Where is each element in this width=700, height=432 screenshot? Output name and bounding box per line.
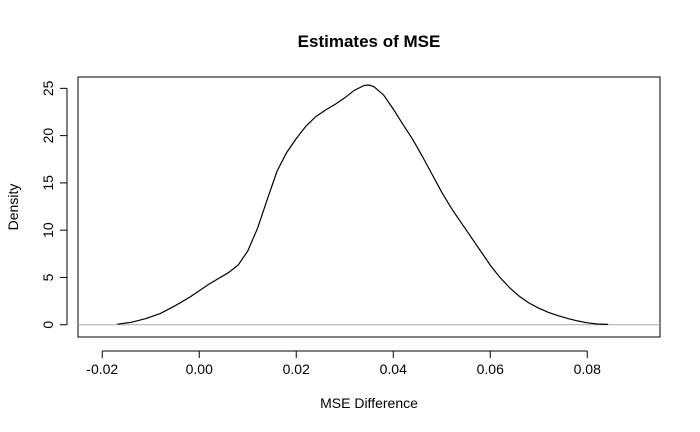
y-tick-label: 0 xyxy=(40,321,56,329)
y-tick-label: 5 xyxy=(40,273,56,281)
y-axis-label: Density xyxy=(5,184,21,231)
y-tick-label: 20 xyxy=(40,128,56,144)
x-axis-label: MSE Difference xyxy=(320,395,418,411)
plot-frame xyxy=(77,76,661,338)
x-tick-label: -0.02 xyxy=(86,361,118,377)
density-curve xyxy=(117,84,609,325)
x-tick-label: 0.04 xyxy=(380,361,407,377)
y-tick-label: 15 xyxy=(40,175,56,191)
y-tick-label: 10 xyxy=(40,222,56,238)
x-tick-label: 0.08 xyxy=(574,361,601,377)
x-tick-label: 0.06 xyxy=(477,361,504,377)
x-axis: -0.02 0.00 0.02 0.04 0.06 0.08 xyxy=(86,350,601,377)
x-tick-label: 0.00 xyxy=(186,361,213,377)
y-axis: 0 5 10 15 20 25 xyxy=(40,80,68,329)
x-tick-label: 0.02 xyxy=(283,361,310,377)
chart-title: Estimates of MSE xyxy=(298,32,441,51)
y-tick-label: 25 xyxy=(40,80,56,96)
